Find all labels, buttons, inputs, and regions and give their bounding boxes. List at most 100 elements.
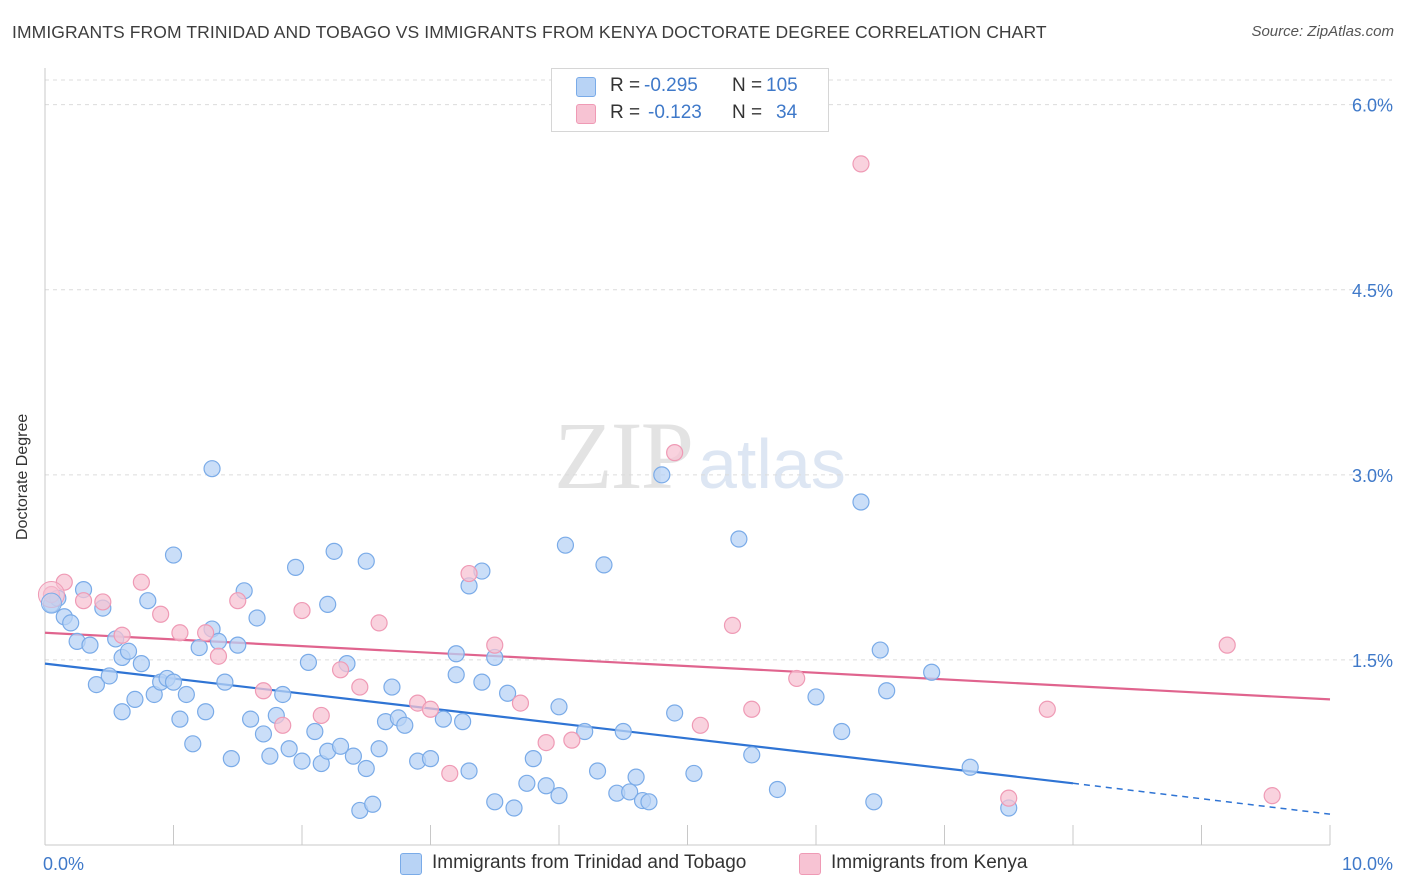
legend-label-kenya: Immigrants from Kenya <box>831 852 1028 873</box>
trend-lines <box>44 631 1331 815</box>
n-label: N = <box>732 102 763 123</box>
tick-labels: 1.5% 3.0% 4.5% 6.0% 0.0% 10.0% <box>43 96 1393 874</box>
point-kenya <box>152 605 170 623</box>
point-kenya <box>460 564 478 583</box>
point-trinidad <box>878 682 896 700</box>
trend-line-trinidad <box>44 662 1074 785</box>
point-kenya <box>229 592 247 610</box>
x-tick-label: 10.0% <box>1342 854 1393 874</box>
n-value: 105 <box>766 75 798 96</box>
point-trinidad <box>364 795 382 813</box>
grid-lines <box>45 79 1392 661</box>
n-value: 34 <box>776 102 798 123</box>
point-trinidad <box>852 493 870 511</box>
point-trinidad <box>132 655 150 673</box>
point-trinidad <box>197 703 215 721</box>
point-trinidad <box>62 614 80 632</box>
point-kenya <box>132 573 150 591</box>
trend-line-extension <box>1072 782 1331 815</box>
point-kenya <box>94 593 112 611</box>
point-trinidad <box>556 536 575 554</box>
point-trinidad <box>621 783 639 801</box>
point-trinidad <box>486 793 504 811</box>
point-trinidad <box>164 673 183 691</box>
point-kenya <box>537 733 555 752</box>
point-kenya <box>723 616 742 634</box>
point-trinidad <box>595 556 613 574</box>
point-trinidad <box>331 737 350 755</box>
r-label: R = <box>610 102 641 123</box>
source-label: Source: ZipAtlas.com <box>1251 23 1394 40</box>
point-trinidad <box>113 703 131 721</box>
point-trinidad <box>518 774 536 792</box>
point-trinidad <box>447 645 465 663</box>
point-kenya <box>209 647 228 665</box>
y-tick-label: 6.0% <box>1352 96 1393 116</box>
point-kenya <box>113 626 131 644</box>
point-trinidad <box>640 793 658 811</box>
n-label: N = <box>732 75 763 96</box>
point-trinidad-large <box>40 592 62 614</box>
axes <box>44 68 1331 846</box>
point-kenya <box>1218 636 1236 654</box>
y-tick-label: 1.5% <box>1352 651 1393 671</box>
point-trinidad <box>833 722 851 741</box>
point-kenya <box>74 592 93 610</box>
point-trinidad <box>177 685 195 704</box>
point-kenya <box>370 614 388 632</box>
r-label: R = <box>610 75 641 96</box>
y-tick-label: 3.0% <box>1352 466 1393 486</box>
point-trinidad <box>383 678 401 696</box>
legend-swatch-trinidad <box>576 77 596 97</box>
point-trinidad <box>871 641 889 659</box>
y-tick-label: 4.5% <box>1352 281 1393 301</box>
point-trinidad <box>865 793 883 811</box>
point-trinidad <box>274 685 292 704</box>
stats-legend: R = -0.295 N = 105 R = -0.123 N = 34 <box>551 68 829 132</box>
point-kenya <box>743 700 761 718</box>
point-kenya <box>197 624 215 642</box>
point-trinidad <box>139 592 157 610</box>
point-kenya <box>312 706 330 725</box>
data-points <box>37 155 1281 820</box>
point-trinidad <box>666 704 684 722</box>
point-trinidad <box>100 667 118 685</box>
point-trinidad <box>261 747 279 765</box>
point-trinidad <box>653 466 671 484</box>
point-trinidad <box>627 768 645 786</box>
point-trinidad <box>743 746 761 764</box>
point-kenya <box>788 669 806 688</box>
point-trinidad <box>248 609 266 627</box>
point-trinidad <box>524 750 542 768</box>
point-trinidad <box>319 595 337 613</box>
point-trinidad <box>505 799 523 817</box>
point-trinidad <box>923 663 941 681</box>
point-kenya <box>331 661 350 679</box>
point-kenya <box>1263 787 1281 805</box>
point-trinidad <box>588 762 607 780</box>
point-kenya <box>421 700 440 718</box>
point-trinidad <box>293 752 311 770</box>
point-trinidad <box>280 740 298 758</box>
point-trinidad <box>550 698 568 716</box>
point-trinidad <box>357 759 375 778</box>
x-tick-label: 0.0% <box>43 854 84 874</box>
r-value: -0.123 <box>648 102 702 123</box>
point-trinidad <box>229 636 247 654</box>
point-kenya <box>563 731 581 749</box>
point-trinidad <box>370 740 388 758</box>
point-trinidad <box>286 558 305 576</box>
point-kenya <box>274 716 292 734</box>
trend-line-kenya <box>44 631 1331 701</box>
point-trinidad <box>81 636 99 654</box>
point-trinidad <box>396 716 414 734</box>
point-trinidad <box>576 722 594 741</box>
point-kenya <box>254 682 273 700</box>
point-trinidad <box>434 710 452 728</box>
point-kenya <box>666 444 684 462</box>
point-trinidad <box>242 710 260 728</box>
point-trinidad <box>164 546 183 564</box>
point-trinidad <box>499 684 517 702</box>
point-trinidad <box>299 653 318 671</box>
